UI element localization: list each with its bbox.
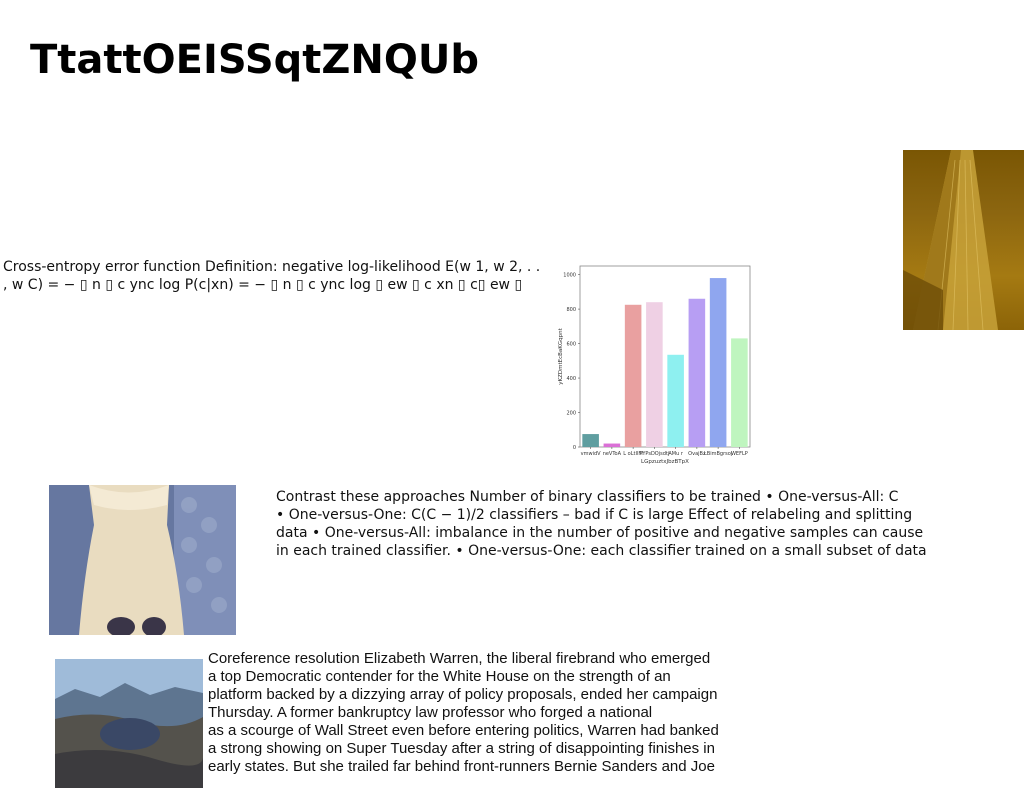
y-tick-label: 200: [566, 410, 576, 416]
landscape-photo: [55, 659, 203, 788]
bar-L oLtIlFf: [624, 304, 642, 447]
bar-AMu r: [667, 354, 684, 447]
x-axis-title: LGpzuztxJbzBTpX: [641, 459, 689, 465]
dress-photo: [49, 485, 236, 635]
bar-vmwidV: [582, 434, 599, 447]
x-tick-label: neVToA: [603, 451, 622, 457]
y-tick-label: 600: [566, 341, 576, 347]
bar-LBimBgrsoj: [709, 278, 727, 447]
plot-frame: [579, 265, 751, 448]
y-axis-title: yKZDmtEcBaKGqpnt: [558, 327, 564, 384]
building-photo: [903, 150, 1024, 330]
x-tick-label: LBimBgrsoj: [704, 451, 732, 457]
slide-title: TtattOEISSqtZNQUb: [30, 37, 480, 83]
y-tick-label: 1000: [563, 272, 576, 278]
y-tick-label: 800: [566, 307, 576, 313]
bar-WEFLP: [731, 338, 748, 447]
coreference-text: Coreference resolution Elizabeth Warren,…: [208, 650, 719, 775]
bar-chart: 0 200 400 600 800 1000 vmwidV neVToA L oLtIlFf PY…: [555, 262, 755, 470]
y-tick-label: 0: [573, 445, 576, 451]
bar-PYPsDOjsdtj: [646, 302, 663, 447]
contrast-approaches-text: Contrast these approaches Number of bina…: [276, 489, 927, 559]
cross-entropy-text: Cross-entropy error function Definition:…: [3, 259, 541, 293]
bar-neVToA: [603, 443, 621, 447]
x-tick-label: PYPsDOjsdtj: [639, 451, 669, 457]
x-tick-label: WEFLP: [731, 451, 748, 457]
x-tick-label: vmwidV: [581, 451, 601, 457]
x-tick-label: OvajBz: [688, 451, 706, 457]
bar-OvajBz: [688, 298, 706, 447]
y-tick-label: 400: [566, 376, 576, 382]
x-tick-label: L oLtIlFf: [623, 451, 643, 457]
x-tick-label: AMu r: [668, 451, 683, 457]
